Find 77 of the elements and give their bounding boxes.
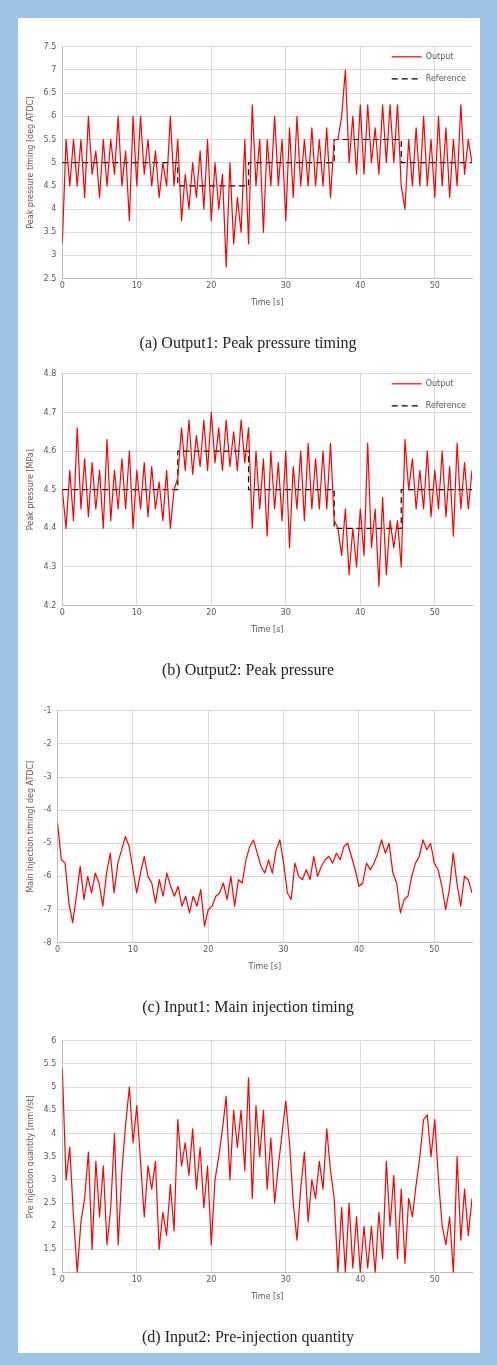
y-tick-label: 4.4 (43, 523, 57, 533)
x-tick-label: 20 (203, 945, 214, 955)
x-axis-title: Time [s] (249, 1292, 284, 1302)
y-axis-title: Peak pressure [MPa] (25, 449, 35, 531)
y-tick-label: 4 (51, 1128, 57, 1138)
y-tick-label: 4.5 (43, 180, 57, 190)
y-tick-label: -2 (43, 738, 52, 748)
x-tick-label: 20 (206, 281, 217, 291)
x-tick-label: 50 (429, 608, 440, 618)
y-tick-label: -1 (43, 705, 52, 715)
text: (c) Input1: Main injection timing (142, 997, 354, 1016)
x-axis-title: Time [s] (249, 298, 284, 308)
y-tick-label: 3.5 (43, 227, 57, 237)
y-tick-label: 4 (51, 204, 57, 214)
x-tick-label: 50 (429, 945, 440, 955)
y-tick-label: 4.6 (43, 446, 57, 456)
y-tick-label: -8 (43, 937, 52, 947)
x-tick-label: 0 (59, 1275, 65, 1285)
y-tick-label: -7 (43, 904, 52, 914)
y-axis-title: Pre injection quantity [mm³/st] (25, 1095, 35, 1219)
legend-label: Output (425, 378, 454, 388)
x-tick-label: 10 (131, 281, 142, 291)
x-tick-label: 20 (206, 608, 217, 618)
x-tick-label: 40 (355, 608, 366, 618)
x-tick-label: 30 (280, 1275, 291, 1285)
legend-label: Reference (425, 73, 467, 83)
y-axis-title: Peak pressure timing [deg ATDC] (25, 96, 35, 229)
y-tick-label: 6.5 (43, 88, 57, 98)
y-tick-label: 7.5 (43, 41, 57, 51)
x-tick-label: 30 (278, 945, 289, 955)
legend-label: Reference (425, 400, 467, 410)
y-tick-label: -5 (43, 838, 52, 848)
y-tick-label: 7 (51, 65, 57, 75)
x-tick-label: 50 (429, 281, 440, 291)
text: (a) Output1: Peak pressure timing (139, 333, 357, 352)
x-axis-title: Time [s] (249, 625, 284, 635)
y-tick-label: -4 (43, 805, 52, 815)
x-tick-label: 40 (353, 945, 365, 955)
y-tick-label: 4.5 (43, 484, 57, 494)
y-tick-label: 2.5 (43, 1198, 57, 1208)
y-axis-title: Main injection timing[ deg ATDC] (25, 760, 35, 893)
legend-label: Output (425, 51, 454, 61)
y-tick-label: 1.5 (43, 1244, 57, 1254)
x-tick-label: 10 (127, 945, 139, 955)
y-tick-label: 5.5 (43, 134, 57, 144)
y-tick-label: 4.3 (43, 562, 57, 572)
y-tick-label: 1 (51, 1267, 57, 1277)
x-tick-label: 0 (55, 945, 61, 955)
text: (d) Input2: Pre-injection quantity (142, 1327, 354, 1346)
text: (b) Output2: Peak pressure (162, 660, 334, 679)
x-tick-label: 30 (280, 608, 291, 618)
x-tick-label: 0 (59, 281, 65, 291)
y-tick-label: 5 (51, 157, 57, 167)
x-tick-label: 20 (206, 1275, 217, 1285)
y-tick-label: -3 (43, 772, 52, 782)
y-tick-label: 3 (51, 250, 57, 260)
y-tick-label: 5 (51, 1082, 57, 1092)
x-tick-label: 0 (59, 608, 65, 618)
x-tick-label: 50 (429, 1275, 440, 1285)
y-tick-label: 3 (51, 1174, 57, 1184)
y-tick-label: 6 (51, 1035, 57, 1045)
x-tick-label: 10 (131, 608, 142, 618)
x-tick-label: 30 (280, 281, 291, 291)
y-tick-label: 2 (51, 1221, 57, 1231)
y-tick-label: 4.8 (43, 368, 57, 378)
y-tick-label: 4.5 (43, 1105, 57, 1115)
x-tick-label: 10 (131, 1275, 142, 1285)
y-tick-label: 6 (51, 111, 57, 121)
x-tick-label: 40 (355, 281, 366, 291)
y-tick-label: 3.5 (43, 1151, 57, 1161)
y-tick-label: 4.7 (43, 407, 57, 417)
x-tick-label: 40 (355, 1275, 366, 1285)
y-tick-label: 4.2 (43, 600, 57, 610)
x-axis-title: Time [s] (247, 962, 282, 972)
y-tick-label: -6 (43, 871, 52, 881)
y-tick-label: 5.5 (43, 1059, 57, 1069)
y-tick-label: 2.5 (43, 273, 57, 283)
